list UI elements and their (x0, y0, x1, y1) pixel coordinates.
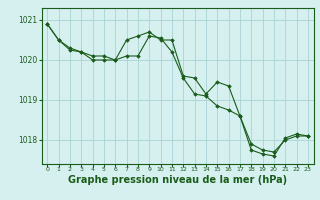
X-axis label: Graphe pression niveau de la mer (hPa): Graphe pression niveau de la mer (hPa) (68, 175, 287, 185)
